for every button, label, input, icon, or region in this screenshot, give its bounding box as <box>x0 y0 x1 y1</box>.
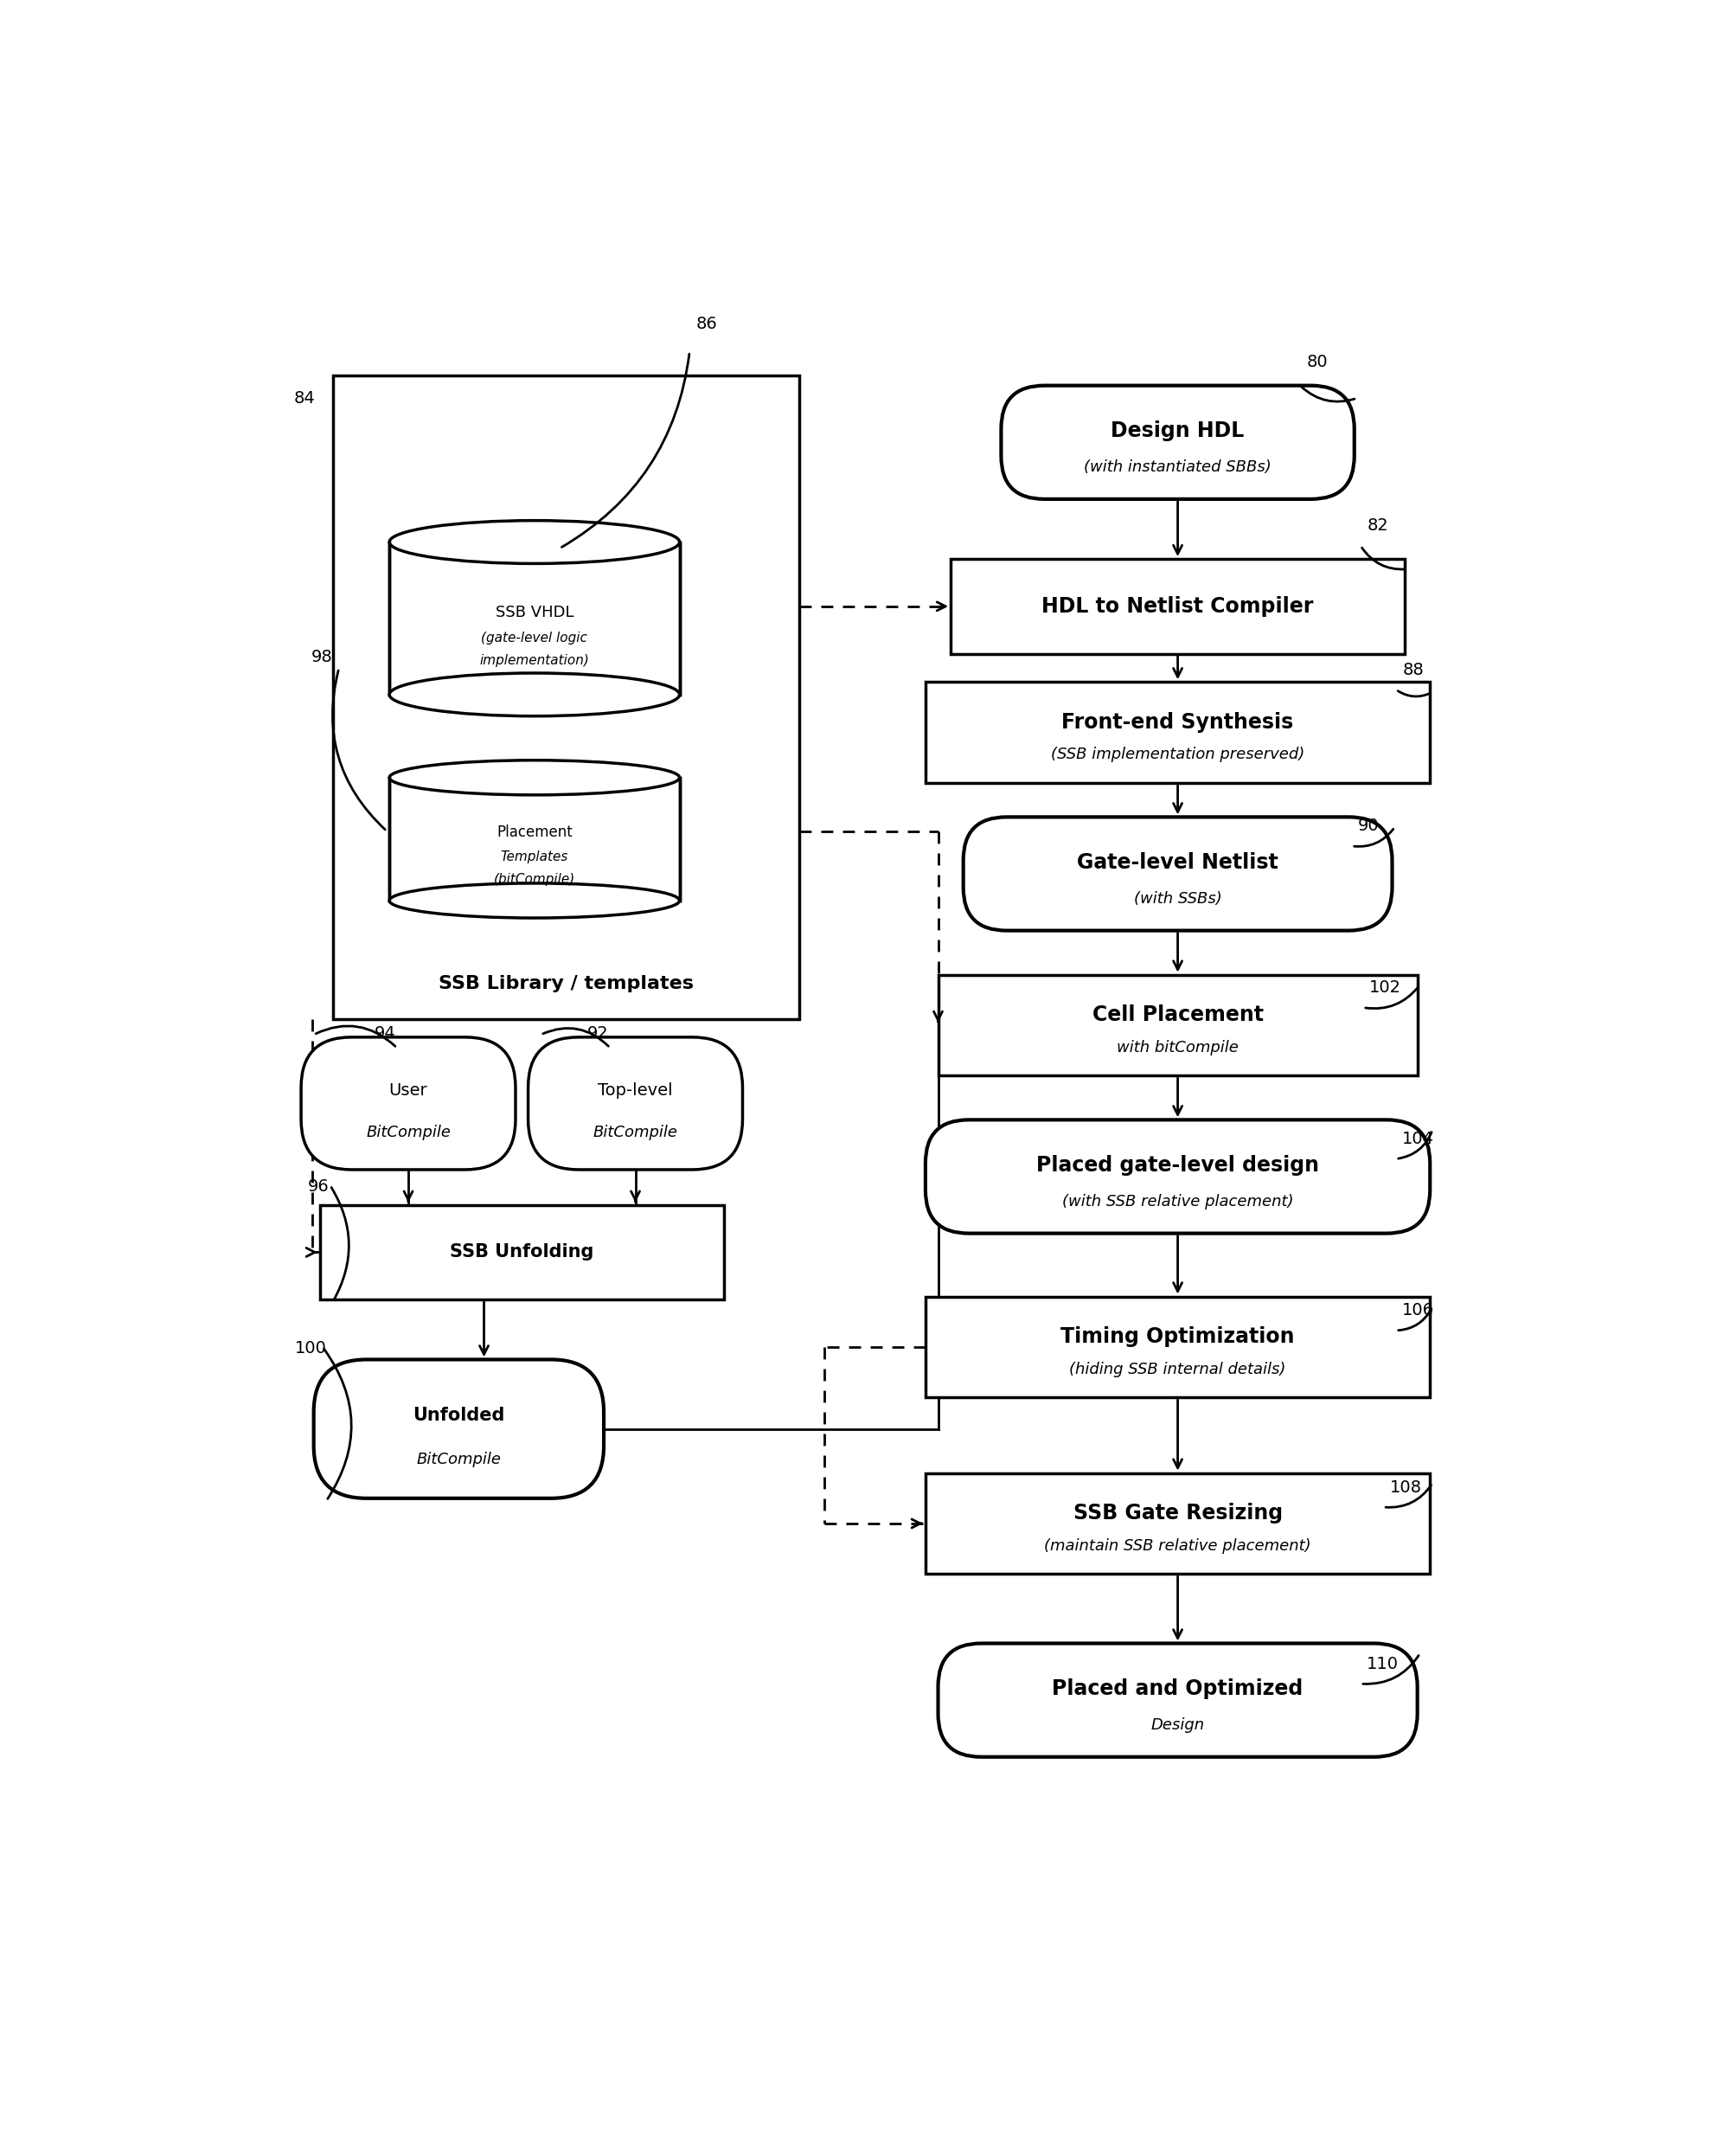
Text: Placed gate-level design: Placed gate-level design <box>1036 1154 1319 1176</box>
Text: Gate-level Netlist: Gate-level Netlist <box>1076 852 1278 873</box>
Text: 110: 110 <box>1366 1655 1397 1672</box>
Text: User: User <box>389 1082 427 1099</box>
Text: (with SSBs): (with SSBs) <box>1134 890 1220 907</box>
Text: 106: 106 <box>1401 1301 1434 1318</box>
Text: 104: 104 <box>1401 1131 1434 1148</box>
Text: with bitCompile: with bitCompile <box>1116 1039 1238 1054</box>
FancyBboxPatch shape <box>925 1120 1429 1233</box>
Text: 94: 94 <box>373 1025 396 1042</box>
Text: (hiding SSB internal details): (hiding SSB internal details) <box>1069 1361 1285 1376</box>
Text: 102: 102 <box>1368 980 1401 997</box>
FancyBboxPatch shape <box>528 1037 743 1169</box>
Bar <box>950 558 1404 654</box>
Text: 96: 96 <box>307 1178 328 1195</box>
Ellipse shape <box>389 673 679 716</box>
Bar <box>333 375 799 1018</box>
Text: 84: 84 <box>293 390 316 407</box>
Bar <box>925 1474 1429 1574</box>
Text: (bitCompile): (bitCompile) <box>493 873 575 886</box>
Text: Unfolded: Unfolded <box>413 1406 505 1423</box>
Bar <box>319 1206 724 1299</box>
Bar <box>925 1297 1429 1397</box>
Text: Top-level: Top-level <box>597 1082 672 1099</box>
Text: (with SSB relative placement): (with SSB relative placement) <box>1061 1193 1293 1210</box>
Bar <box>389 777 679 901</box>
Text: Placement: Placement <box>496 824 573 839</box>
Ellipse shape <box>389 520 679 564</box>
Text: BitCompile: BitCompile <box>366 1125 450 1140</box>
Text: 82: 82 <box>1366 518 1387 535</box>
Text: Placed and Optimized: Placed and Optimized <box>1052 1678 1302 1700</box>
Bar <box>925 682 1429 784</box>
Text: Timing Optimization: Timing Optimization <box>1061 1327 1293 1346</box>
Text: Design: Design <box>1151 1717 1205 1734</box>
Text: Design HDL: Design HDL <box>1111 420 1243 441</box>
Text: Cell Placement: Cell Placement <box>1092 1005 1262 1025</box>
Text: 108: 108 <box>1389 1478 1422 1495</box>
Text: (gate-level logic: (gate-level logic <box>481 633 587 645</box>
Text: BitCompile: BitCompile <box>592 1125 677 1140</box>
FancyBboxPatch shape <box>314 1359 604 1497</box>
FancyBboxPatch shape <box>963 818 1392 931</box>
Text: HDL to Netlist Compiler: HDL to Netlist Compiler <box>1042 596 1312 618</box>
Text: SSB VHDL: SSB VHDL <box>495 605 573 620</box>
Text: BitCompile: BitCompile <box>417 1453 502 1468</box>
Text: (SSB implementation preserved): (SSB implementation preserved) <box>1050 748 1304 763</box>
Text: 98: 98 <box>311 650 332 665</box>
Text: 100: 100 <box>295 1340 326 1357</box>
Ellipse shape <box>389 760 679 794</box>
Text: 80: 80 <box>1305 354 1326 371</box>
Text: 86: 86 <box>696 315 717 332</box>
Text: (with instantiated SBBs): (with instantiated SBBs) <box>1083 460 1271 475</box>
Text: 88: 88 <box>1401 662 1424 677</box>
FancyBboxPatch shape <box>937 1644 1417 1757</box>
Ellipse shape <box>389 884 679 918</box>
Bar <box>937 976 1417 1076</box>
FancyBboxPatch shape <box>1000 386 1354 498</box>
Text: implementation): implementation) <box>479 654 589 667</box>
Text: SSB Library / templates: SSB Library / templates <box>437 976 693 993</box>
Text: Front-end Synthesis: Front-end Synthesis <box>1061 711 1293 733</box>
Text: SSB Unfolding: SSB Unfolding <box>450 1244 594 1261</box>
Text: (maintain SSB relative placement): (maintain SSB relative placement) <box>1043 1538 1311 1553</box>
FancyBboxPatch shape <box>300 1037 516 1169</box>
Text: SSB Gate Resizing: SSB Gate Resizing <box>1073 1504 1281 1523</box>
Text: 92: 92 <box>587 1025 609 1042</box>
Text: 90: 90 <box>1358 818 1378 835</box>
Text: Templates: Templates <box>500 850 568 863</box>
Bar <box>389 541 679 694</box>
